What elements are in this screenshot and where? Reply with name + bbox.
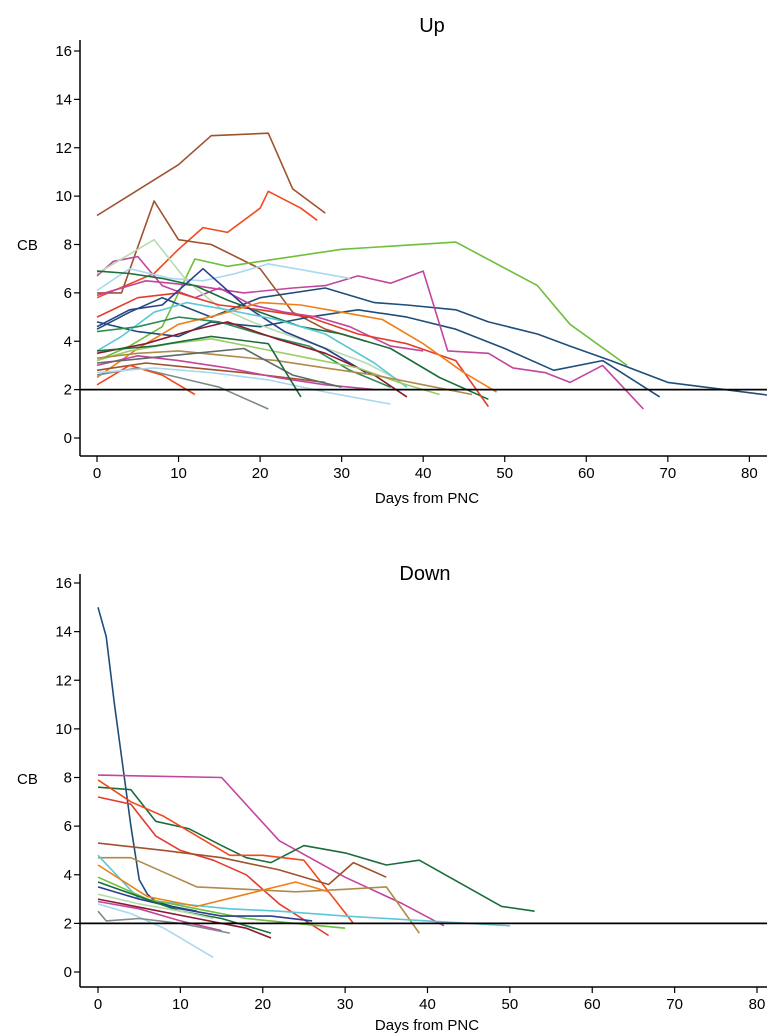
series-line xyxy=(96,270,644,410)
axis-ticks: 0 2 4 6 8 10 12 14 16 0 10 20 30 40 50 60 70 80 xyxy=(55,574,767,1013)
y-tick-label: 12 xyxy=(55,140,72,157)
y-tick-label: 6 xyxy=(64,285,72,302)
x-tick-label: 30 xyxy=(337,996,354,1013)
x-tick-label: 0 xyxy=(93,465,101,482)
chart-panel-up: Up CB Days from PNC 0 2 4 6 8 10 12 14 16 0 10 20 30… xyxy=(17,15,767,507)
y-tick-label: 0 xyxy=(64,964,72,981)
y-tick-label: 0 xyxy=(64,430,72,447)
series-line xyxy=(96,367,391,405)
y-tick-label: 16 xyxy=(55,43,72,60)
x-tick-label: 30 xyxy=(333,465,350,482)
series-line xyxy=(96,364,196,396)
y-tick-label: 4 xyxy=(64,333,72,350)
series-line xyxy=(96,301,498,393)
series-line xyxy=(96,362,326,384)
x-tick-label: 40 xyxy=(415,465,432,482)
series-line xyxy=(96,255,424,352)
x-tick-label: 10 xyxy=(172,996,189,1013)
series-line xyxy=(96,263,350,292)
series-line xyxy=(97,886,313,922)
x-tick-label: 50 xyxy=(496,465,513,482)
series-line xyxy=(96,316,391,388)
x-tick-label: 70 xyxy=(659,465,676,482)
x-tick-label: 70 xyxy=(666,996,683,1013)
y-axis-label: CB xyxy=(17,237,38,254)
x-tick-label: 10 xyxy=(170,465,187,482)
series-line xyxy=(97,842,387,886)
x-tick-label: 40 xyxy=(419,996,436,1013)
series-line xyxy=(96,321,408,398)
series-line xyxy=(97,200,367,343)
series-line xyxy=(96,190,318,299)
x-tick-label: 60 xyxy=(578,465,595,482)
y-tick-label: 8 xyxy=(64,237,72,254)
y-tick-label: 14 xyxy=(55,91,72,108)
y-tick-label: 2 xyxy=(64,915,72,932)
y-tick-label: 16 xyxy=(55,575,72,592)
x-tick-label: 80 xyxy=(749,996,766,1013)
y-tick-label: 2 xyxy=(64,382,72,399)
x-tick-label: 20 xyxy=(252,465,269,482)
series-line xyxy=(97,779,355,924)
x-tick-label: 50 xyxy=(502,996,519,1013)
series-line xyxy=(96,132,326,217)
series-line xyxy=(98,856,420,934)
series-line xyxy=(96,350,473,396)
series-line xyxy=(96,270,489,401)
x-tick-label: 80 xyxy=(741,465,758,482)
panel-title: Down xyxy=(399,563,450,585)
series-line xyxy=(96,367,269,410)
series-line xyxy=(97,607,197,912)
y-tick-label: 6 xyxy=(64,818,72,835)
y-tick-label: 10 xyxy=(55,721,72,738)
series-line xyxy=(97,903,214,959)
series-line xyxy=(96,347,342,388)
panel-title: Up xyxy=(419,15,445,37)
series-line xyxy=(96,287,767,396)
series-line xyxy=(97,893,214,920)
series-line xyxy=(97,910,230,934)
plot-lines xyxy=(80,607,767,959)
series-line xyxy=(96,238,400,381)
x-tick-label: 20 xyxy=(254,996,271,1013)
x-axis-label: Days from PNC xyxy=(375,490,479,507)
series-line xyxy=(97,898,272,939)
series-line xyxy=(96,292,490,408)
series-line xyxy=(96,308,661,398)
x-tick-label: 60 xyxy=(584,996,601,1013)
series-line xyxy=(97,900,222,932)
series-line xyxy=(97,786,535,912)
y-tick-label: 4 xyxy=(64,867,72,884)
y-axis-label: CB xyxy=(17,771,38,788)
series-line xyxy=(97,774,445,927)
x-tick-label: 0 xyxy=(94,996,102,1013)
series-line xyxy=(96,335,302,398)
chart-panel-down: Down CB Days from PNC 0 2 4 6 8 10 12 14 16 0 10 20… xyxy=(17,563,767,1033)
plot-lines xyxy=(80,132,767,410)
series-line xyxy=(97,864,329,908)
axis-ticks: 0 2 4 6 8 10 12 14 16 0 10 20 30 40 50 60 70 80 xyxy=(55,40,767,482)
y-tick-label: 14 xyxy=(55,624,72,641)
y-tick-label: 10 xyxy=(55,188,72,205)
series-line xyxy=(96,354,375,391)
y-tick-label: 12 xyxy=(55,672,72,689)
series-line xyxy=(96,267,367,374)
series-line xyxy=(96,301,408,388)
x-axis-label: Days from PNC xyxy=(375,1017,479,1033)
y-tick-label: 8 xyxy=(64,770,72,787)
